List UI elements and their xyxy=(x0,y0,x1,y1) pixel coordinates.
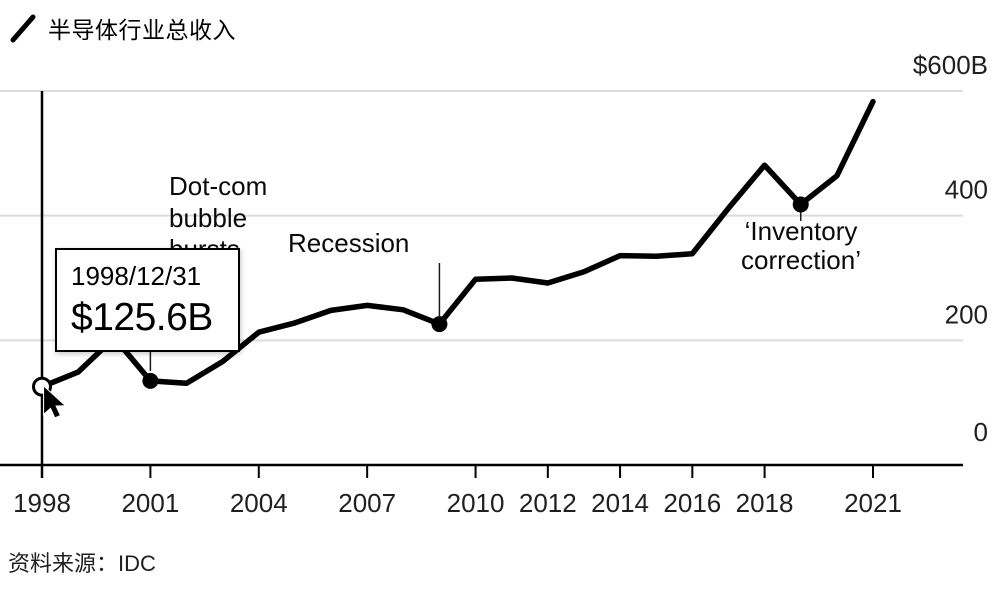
x-tick-label: 2001 xyxy=(121,488,179,518)
chart-source: 资料来源：IDC xyxy=(8,551,156,576)
annotation-line-2: correction’ xyxy=(741,244,861,275)
x-tick-label: 1998 xyxy=(13,488,71,518)
chart-title: 半导体行业总收入 xyxy=(48,17,236,43)
chart-header: 半导体行业总收入 xyxy=(8,11,236,45)
mouse-cursor-icon xyxy=(43,386,66,419)
x-tick-label: 2018 xyxy=(736,488,794,518)
tooltip-value: $125.6B xyxy=(71,296,213,339)
annotation-inventory-correction: ‘Inventory correction’ xyxy=(700,217,902,274)
x-tick-label: 2004 xyxy=(230,488,288,518)
x-tick-label: 2021 xyxy=(844,488,902,518)
y-tick-label: $600B xyxy=(913,50,988,80)
tooltip-date: 1998/12/31 xyxy=(71,261,202,291)
annotation-marker-dot[interactable] xyxy=(792,196,809,213)
y-tick-label: 400 xyxy=(945,175,988,205)
hover-tooltip: 1998/12/31 $125.6B xyxy=(55,248,240,352)
x-tick-label: 2014 xyxy=(591,488,649,518)
x-tick-label: 2016 xyxy=(663,488,721,518)
annotation-line-1: Dot-com xyxy=(169,171,268,201)
line-series-key-icon xyxy=(10,14,36,43)
annotation-recession: Recession xyxy=(288,228,410,258)
annotation-marker-dot[interactable] xyxy=(431,316,448,333)
annotation-line-2: bubble xyxy=(169,202,248,233)
x-tick-label: 2010 xyxy=(447,488,505,518)
annotation-marker-dot[interactable] xyxy=(142,372,159,389)
y-tick-label: 200 xyxy=(945,299,988,329)
revenue-line-series[interactable] xyxy=(39,98,876,390)
y-tick-label: 0 xyxy=(974,417,988,447)
annotation-line-1: ‘Inventory xyxy=(744,216,858,246)
x-tick-label: 2007 xyxy=(338,488,396,518)
x-tick-label: 2012 xyxy=(519,488,577,518)
